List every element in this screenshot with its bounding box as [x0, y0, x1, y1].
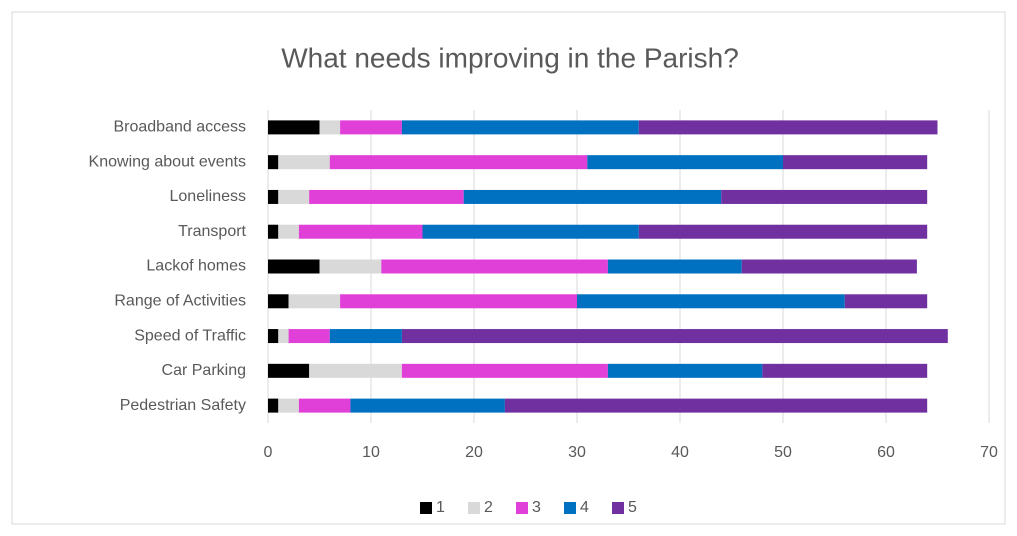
legend-label: 4: [580, 499, 589, 516]
y-tick-label: Broadband access: [113, 119, 246, 136]
y-tick-label: Car Parking: [162, 362, 246, 379]
bar-segment: [278, 398, 299, 413]
y-tick-label: Speed of Traffic: [134, 327, 246, 344]
y-tick-label: Loneliness: [170, 188, 247, 205]
bar-segment: [401, 329, 948, 344]
x-tick-label: 30: [568, 444, 586, 461]
x-tick-label: 50: [774, 444, 792, 461]
bar-segment: [288, 329, 330, 344]
bar-segment: [721, 189, 928, 204]
x-tick-label: 10: [362, 444, 380, 461]
bar-segment: [288, 294, 341, 309]
bar-segment: [422, 224, 639, 239]
bar-segment: [587, 155, 783, 170]
legend-swatch: [420, 502, 432, 514]
bar-segment: [278, 189, 310, 204]
bar-segment: [844, 294, 928, 309]
y-tick-label: Range of Activities: [114, 292, 246, 309]
bar-segment: [298, 224, 423, 239]
bar-segment: [298, 398, 351, 413]
bar-segment: [463, 189, 722, 204]
bar-segment: [638, 224, 928, 239]
x-tick-label: 20: [465, 444, 483, 461]
legend-swatch: [468, 502, 480, 514]
y-tick-label: Lackof homes: [146, 258, 246, 275]
y-tick-label: Transport: [178, 223, 246, 240]
bar-segment: [329, 329, 402, 344]
bar-segment: [350, 398, 505, 413]
x-tick-label: 0: [264, 444, 273, 461]
y-tick-label: Pedestrian Safety: [120, 397, 246, 414]
bar-segment: [278, 224, 299, 239]
bar-segment: [762, 363, 928, 378]
legend-label: 3: [532, 499, 541, 516]
bar-segment: [268, 294, 289, 309]
legend-swatch: [516, 502, 528, 514]
bar-segment: [401, 120, 639, 135]
bar-segment: [309, 189, 464, 204]
bar-segment: [268, 224, 279, 239]
bar-segment: [783, 155, 928, 170]
bar-segment: [329, 155, 588, 170]
legend-label: 2: [484, 499, 493, 516]
bar-segment: [309, 363, 402, 378]
bar-segment: [401, 363, 608, 378]
bar-segment: [638, 120, 938, 135]
y-tick-label: Knowing about events: [89, 153, 246, 170]
bar-segment: [268, 155, 279, 170]
bar-segment: [268, 259, 320, 274]
bar-segment: [607, 259, 742, 274]
x-tick-label: 60: [877, 444, 895, 461]
bar-segment: [504, 398, 928, 413]
bar-segment: [268, 120, 320, 135]
bar-segment: [268, 329, 279, 344]
bar-segment: [278, 329, 289, 344]
legend-label: 5: [628, 499, 637, 516]
bar-segment: [607, 363, 763, 378]
x-tick-label: 70: [980, 444, 998, 461]
legend-swatch: [564, 502, 576, 514]
legend-label: 1: [436, 499, 445, 516]
bar-segment: [278, 155, 330, 170]
legend-swatch: [612, 502, 624, 514]
bar-segment: [268, 398, 279, 413]
bar-segment: [381, 259, 608, 274]
bar-segment: [268, 363, 310, 378]
bar-segment: [268, 189, 279, 204]
bar-segment: [319, 120, 341, 135]
bar-segment: [340, 294, 577, 309]
bar-segment: [741, 259, 917, 274]
chart-title: What needs improving in the Parish?: [281, 42, 739, 73]
x-tick-label: 40: [671, 444, 689, 461]
bar-segment: [340, 120, 402, 135]
bar-segment: [577, 294, 845, 309]
bar-segment: [319, 259, 382, 274]
